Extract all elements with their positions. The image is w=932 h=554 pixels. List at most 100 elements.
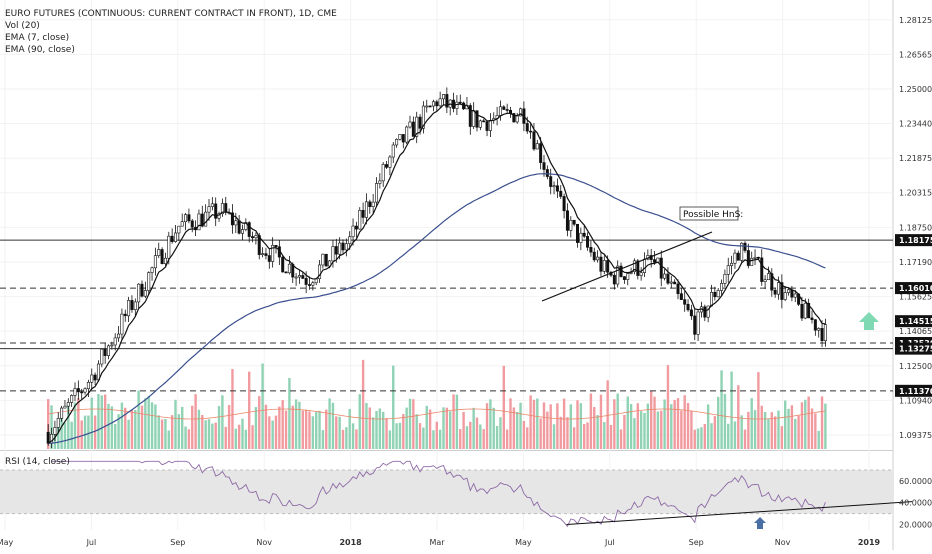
ema7-line[interactable] — [47, 103, 826, 444]
volume-bar — [341, 429, 345, 449]
volume-bar — [696, 428, 700, 449]
volume-bar — [586, 422, 589, 449]
volume-bar — [237, 424, 241, 449]
candle-body — [230, 212, 234, 226]
legend-rsi[interactable]: RSI (14, close) — [5, 457, 70, 467]
price-tag[interactable]: 1.14515 — [895, 315, 932, 328]
candle-body — [60, 407, 64, 419]
volume-bar — [402, 414, 405, 449]
volume-bar — [733, 421, 737, 449]
rsi-line[interactable] — [51, 460, 826, 528]
candle-body — [358, 209, 362, 230]
volume-bar — [516, 411, 519, 449]
volume-bar — [784, 400, 787, 449]
price-tag[interactable]: 1.16010 — [895, 282, 932, 295]
legend: EURO FUTURES (CONTINUOUS: CURRENT CONTRA… — [5, 9, 337, 467]
volume-bar — [717, 396, 720, 449]
legend-symbol[interactable]: EURO FUTURES (CONTINUOUS: CURRENT CONTRA… — [5, 9, 337, 19]
rsi-trendline[interactable] — [566, 501, 913, 526]
candle-body — [703, 306, 707, 318]
legend-ema90[interactable]: EMA (90, close) — [5, 45, 75, 55]
volume-bar — [137, 390, 140, 449]
candle-body — [823, 324, 827, 342]
price-tick-label: 1.18750 — [899, 223, 932, 232]
candle-body — [351, 225, 355, 238]
volume-bar — [288, 377, 291, 449]
volume-bar — [80, 420, 83, 449]
candle-body — [592, 251, 596, 261]
candle-body — [93, 374, 97, 381]
candle-body — [431, 101, 435, 107]
price-tag-label: 1.14515 — [899, 317, 932, 326]
candle-body — [763, 279, 767, 282]
candle-body — [120, 313, 124, 335]
volume-bar — [465, 426, 469, 449]
volume-bar — [552, 424, 556, 449]
volume-bar — [241, 418, 244, 449]
volume-bar — [174, 399, 177, 449]
candle-body — [46, 431, 50, 444]
candle-body — [378, 180, 382, 184]
volume-bar — [505, 429, 509, 449]
candle-body — [127, 300, 131, 317]
volume-bar — [445, 407, 449, 449]
volume-bar — [767, 418, 770, 449]
volume-bar — [807, 396, 810, 449]
candle-body — [569, 219, 573, 231]
volume-bar — [405, 407, 408, 449]
price-tick-label: 1.14065 — [899, 327, 932, 336]
price-tag[interactable]: 1.11370 — [895, 384, 932, 397]
price-tag[interactable]: 1.13275 — [895, 342, 932, 355]
candle-body — [63, 405, 67, 409]
candle-body — [512, 113, 516, 123]
candle-body — [653, 259, 657, 263]
hns-annotation[interactable]: Possible HnS: — [679, 206, 743, 221]
candle-body — [318, 264, 322, 279]
volume-bar — [770, 412, 773, 449]
volume-bar — [619, 429, 623, 449]
legend-ema7[interactable]: EMA (7, close) — [5, 33, 69, 43]
candle-body — [251, 236, 255, 239]
volume-bar — [656, 411, 660, 449]
volume-bar — [261, 363, 264, 449]
volume-bar — [432, 430, 435, 449]
hns-neckline[interactable] — [541, 231, 713, 302]
legend-volume[interactable]: Vol (20) — [5, 21, 40, 31]
volume-bar — [680, 410, 683, 449]
arrow-up-blue-icon[interactable] — [754, 517, 766, 529]
price-tick-label: 1.21875 — [899, 154, 932, 163]
volume-bar — [234, 428, 237, 449]
volume-bar — [646, 403, 650, 449]
price-tag[interactable]: 1.18175 — [895, 234, 932, 247]
volume-bar — [512, 407, 516, 449]
ema90-line[interactable] — [48, 173, 826, 444]
price-tick-label: 1.12500 — [899, 362, 932, 371]
volume-bar — [536, 398, 539, 449]
price-tag-label: 1.11370 — [899, 387, 932, 396]
candle-body — [535, 143, 539, 150]
candle-body — [622, 276, 626, 280]
candle-body — [364, 201, 368, 218]
candle-body — [264, 253, 268, 256]
volume-bar — [355, 429, 358, 449]
volume-bar — [375, 411, 378, 449]
candle-body — [160, 249, 164, 264]
volume-bar — [428, 409, 432, 449]
volume-bar — [83, 415, 87, 449]
candle-body — [740, 242, 744, 261]
candle-body — [746, 250, 750, 266]
volume-bar — [636, 403, 639, 449]
volume-bar — [214, 422, 217, 449]
volume-bar — [633, 418, 636, 449]
candle-body — [619, 265, 623, 277]
arrow-up-green-icon[interactable] — [859, 312, 879, 330]
candle-body — [676, 283, 680, 294]
candle-body — [274, 245, 278, 248]
volume-bar — [700, 427, 703, 449]
candle-body — [180, 221, 184, 227]
volume-bar — [124, 407, 127, 449]
candle-body — [435, 101, 439, 107]
candle-body — [579, 232, 583, 243]
